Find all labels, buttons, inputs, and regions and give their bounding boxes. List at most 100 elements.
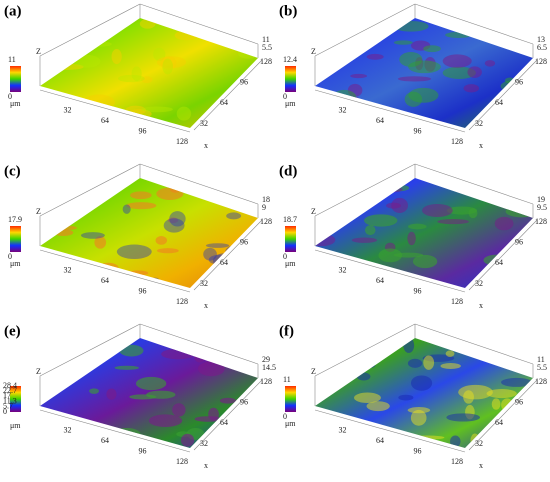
colorbar-label: 0 (283, 252, 287, 261)
colorbar-label: 5.7 (3, 402, 13, 411)
surface-patch (179, 338, 193, 345)
x-tick-label: 32 (339, 105, 347, 114)
x-tick-label: 128 (176, 137, 188, 146)
panel: (d) 18.7 0μm Z 199.5 128 96 64 32 32 64 96 128 x (279, 163, 547, 309)
surface-patch (331, 89, 357, 106)
x-axis-label: x (479, 301, 483, 310)
axis-edge (314, 249, 466, 293)
surface-patch (383, 338, 399, 348)
x-tick-label: 64 (376, 436, 384, 445)
surface-patch (172, 403, 186, 417)
surface-patch (225, 245, 244, 259)
surface-patch (360, 276, 375, 288)
surface-patch (193, 348, 206, 363)
surface-patch (393, 40, 413, 45)
surface-patch (356, 361, 376, 369)
colorbar (285, 386, 296, 412)
surface-patch (61, 18, 96, 32)
x-tick-label: 64 (376, 276, 384, 285)
box-edge (414, 323, 534, 365)
surface-patch (422, 203, 453, 217)
surface-patch (40, 28, 60, 42)
axis-edge (193, 219, 263, 291)
z-tick-label: 14.5 (262, 363, 276, 372)
x-axis-label: x (479, 461, 483, 470)
y-tick-label: 128 (260, 57, 272, 66)
z-tick-label: 6.5 (537, 43, 547, 52)
surface-patch (149, 277, 161, 286)
surface-patch (238, 48, 258, 59)
surface-patch (407, 407, 431, 414)
box-edge (39, 323, 141, 377)
surface-patch (498, 114, 518, 128)
x-tick-label: 64 (101, 436, 109, 445)
surface-patch (94, 236, 107, 249)
surface-patch (442, 66, 477, 79)
surface-patch (423, 45, 441, 53)
x-tick-label: 96 (414, 286, 422, 295)
panel-label: (a) (4, 3, 22, 19)
x-tick-label: 128 (176, 297, 188, 306)
x-tick-label: 32 (64, 425, 72, 434)
y-tick-label: 128 (260, 377, 272, 386)
surface-patch (315, 233, 336, 247)
surface-patch (446, 206, 478, 215)
y-tick-label: 32 (200, 119, 208, 128)
surface-patch (364, 225, 376, 236)
colorbar-label: 0 (8, 92, 12, 101)
box-edge (139, 323, 259, 365)
y-tick-label: 32 (475, 439, 483, 448)
surface-patch (445, 31, 473, 38)
surface-patch (505, 205, 533, 218)
surface-patch (83, 41, 112, 47)
axis-edge (39, 89, 191, 133)
surface-patch (73, 54, 101, 68)
surface-patch (410, 409, 427, 426)
surface-patch (194, 416, 222, 422)
surface-patch (169, 211, 186, 227)
axis-edge (468, 379, 538, 451)
surface-patch (494, 216, 514, 231)
y-tick-label: 96 (240, 77, 248, 86)
x-tick-label: 64 (101, 116, 109, 125)
x-tick-label: 32 (339, 425, 347, 434)
axis-edge (39, 409, 191, 453)
colorbar-label: 22.7 (3, 386, 17, 395)
surface-patch (467, 66, 482, 78)
z-tick-label: 9.5 (537, 203, 547, 212)
surface-patch (386, 202, 401, 209)
colorbar-unit: μm (285, 419, 296, 428)
colorbar-label: 17.9 (8, 215, 22, 224)
z-tick-label: 5.5 (537, 363, 547, 372)
x-axis-label: x (204, 301, 208, 310)
colorbar-unit: μm (10, 99, 21, 108)
surface-patch (521, 355, 533, 360)
box-edge (414, 163, 534, 205)
colorbar-unit: μm (10, 259, 21, 268)
surface-patch (361, 338, 391, 349)
surface-patch (366, 53, 384, 60)
x-axis-label: x (204, 461, 208, 470)
surface-patch (476, 338, 499, 345)
surface-patch (366, 401, 390, 412)
surface-patch (491, 398, 501, 410)
surface (315, 338, 533, 448)
colorbar (285, 66, 296, 92)
surface-patch (97, 262, 119, 273)
surface-patch (174, 30, 199, 41)
surface-patch (205, 243, 230, 248)
surface-patch (180, 433, 195, 447)
y-tick-label: 64 (495, 98, 503, 107)
z-tick-label: 11 (537, 355, 545, 364)
surface-patch (375, 186, 403, 193)
surface (40, 178, 258, 288)
surface-patch (484, 60, 496, 67)
colorbar-unit: μm (285, 99, 296, 108)
z-axis-label: Z (36, 207, 41, 216)
surface-patch (131, 66, 142, 81)
colorbar-label: 0 (3, 407, 7, 416)
axis-edge (314, 409, 466, 453)
panel: (b) 12.4 0μm Z 136.5 128 96 64 32 32 64 96 128 x (279, 3, 547, 149)
